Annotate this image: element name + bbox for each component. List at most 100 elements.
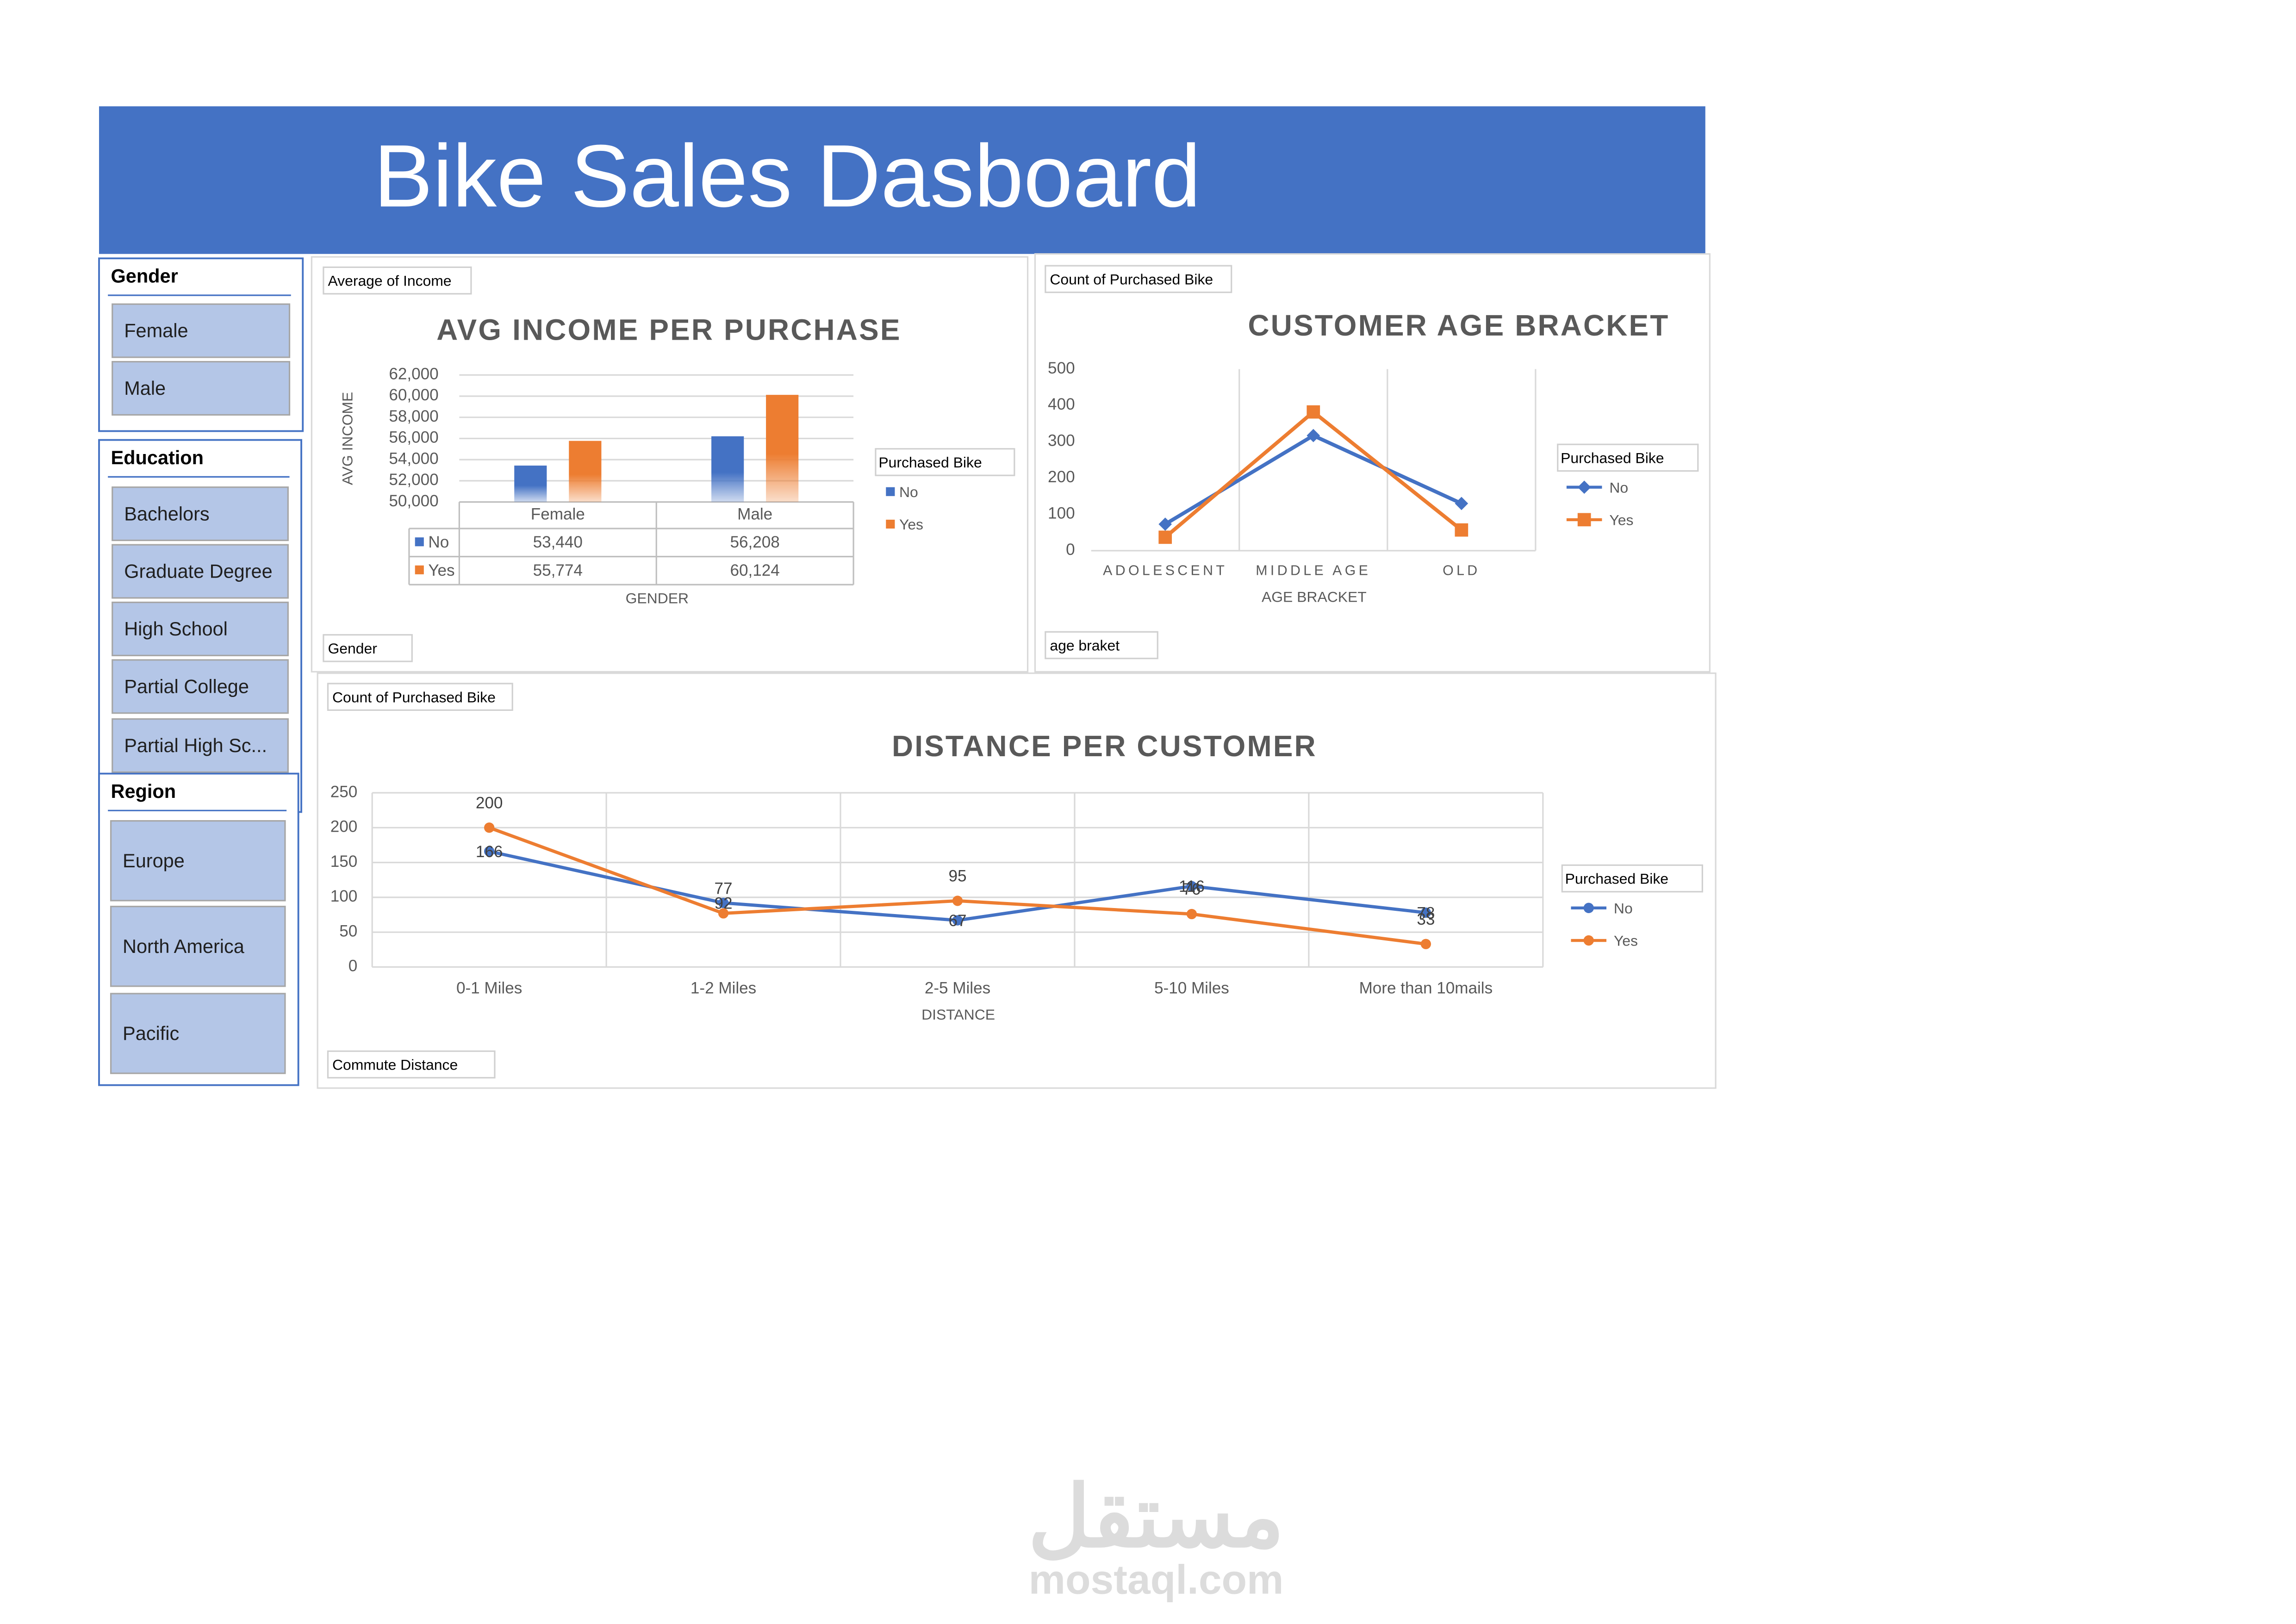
- data-point: [484, 822, 495, 833]
- x-tick-label: 0-1 Miles: [456, 979, 522, 997]
- x-axis-label: AGE BRACKET: [1262, 588, 1367, 605]
- slicer-item-label[interactable]: Male: [124, 377, 166, 399]
- axis-field-button: [327, 1050, 496, 1079]
- axis-field-button: [1045, 631, 1158, 660]
- slicer-item-label[interactable]: Partial High Sc...: [124, 734, 267, 756]
- field-button-label: Average of Income: [328, 273, 451, 289]
- data-label: 77: [715, 880, 733, 898]
- data-point: [1420, 907, 1431, 918]
- data-point: [1577, 513, 1591, 527]
- x-tick-label: Male: [737, 505, 772, 523]
- data-label: 95: [948, 867, 966, 885]
- legend-title: Purchased Bike: [1565, 871, 1668, 887]
- slicer-item-label[interactable]: Graduate Degree: [124, 560, 272, 582]
- slicer-item-label[interactable]: Female: [124, 320, 188, 342]
- x-tick-label: More than 10mails: [1359, 979, 1493, 997]
- legend-key: [886, 487, 895, 496]
- data-label: 166: [476, 843, 503, 861]
- legend-key: [886, 519, 895, 529]
- data-table-value: 53,440: [533, 533, 583, 551]
- bar: [514, 465, 547, 502]
- slicer-item[interactable]: [110, 993, 286, 1074]
- x-tick-label: 5-10 Miles: [1154, 979, 1229, 997]
- legend-label: Yes: [1609, 511, 1633, 528]
- bar: [766, 395, 799, 502]
- data-point: [484, 846, 495, 857]
- data-point: [1583, 902, 1594, 914]
- data-point: [1158, 517, 1172, 531]
- data-point: [1455, 497, 1468, 510]
- field-button-label: Count of Purchased Bike: [332, 689, 496, 705]
- slicer-item[interactable]: [112, 303, 291, 358]
- slicer-item-label[interactable]: Bachelors: [124, 503, 209, 524]
- data-point: [1420, 939, 1431, 949]
- slicer-item[interactable]: [112, 486, 289, 541]
- legend-title-box: [875, 448, 1015, 476]
- y-tick-label: 50,000: [389, 492, 438, 510]
- legend-label: No: [1614, 900, 1633, 916]
- y-tick-label: 400: [1048, 395, 1075, 413]
- legend-title: Purchased Bike: [1561, 450, 1664, 467]
- y-tick-label: 300: [1048, 432, 1075, 450]
- y-axis-label: AVG INCOME: [339, 392, 356, 485]
- table-series-name: No: [428, 533, 449, 551]
- table-series-name: Yes: [428, 561, 454, 579]
- slicer-item[interactable]: [112, 718, 289, 773]
- data-label: 116: [1179, 877, 1205, 896]
- chart: Average of Income Gender AVG INCOME PER PU…: [311, 256, 1029, 673]
- data-label: 67: [948, 912, 966, 930]
- y-tick-label: 500: [1048, 359, 1075, 377]
- slicer-item-label[interactable]: High School: [124, 618, 228, 640]
- data-table-value: 60,124: [730, 561, 780, 579]
- y-tick-label: 0: [1066, 541, 1075, 559]
- x-tick-label: MIDDLE AGE: [1256, 563, 1371, 579]
- slicer-item[interactable]: [110, 820, 286, 902]
- data-point: [1186, 908, 1197, 920]
- slicer-item[interactable]: [112, 659, 289, 714]
- slicer-item[interactable]: [110, 906, 286, 987]
- y-tick-label: 100: [1048, 504, 1075, 523]
- y-tick-label: 250: [330, 783, 358, 801]
- chart: Count of Purchased Bike Commute Distance D…: [317, 672, 1717, 1089]
- x-tick-label: OLD: [1443, 563, 1480, 579]
- legend-title-box: [1561, 864, 1703, 893]
- bar: [569, 441, 602, 502]
- y-tick-label: 200: [330, 818, 358, 836]
- data-point: [1455, 523, 1468, 537]
- legend-label: Yes: [1614, 933, 1638, 949]
- x-axis-label: GENDER: [626, 590, 689, 607]
- data-point: [952, 915, 963, 926]
- slicer-item[interactable]: [112, 544, 289, 599]
- y-tick-label: 62,000: [389, 365, 438, 383]
- chart: Count of Purchased Bike age braket CUSTOME…: [1034, 253, 1711, 673]
- legend-title: Purchased Bike: [878, 454, 982, 471]
- chart-title: AVG INCOME PER PURCHASE: [436, 313, 901, 347]
- x-axis-label: DISTANCE: [921, 1006, 995, 1023]
- legend-title-box: [1557, 443, 1699, 472]
- slicer-item[interactable]: [112, 361, 291, 416]
- axis-field-button-label: Commute Distance: [332, 1057, 458, 1073]
- slicer-item[interactable]: [112, 601, 289, 656]
- slicer-item-label[interactable]: North America: [123, 935, 245, 957]
- slicer-item-label[interactable]: Europe: [123, 850, 185, 871]
- data-table-value: 56,208: [730, 533, 780, 551]
- axis-field-button-label: Gender: [328, 640, 377, 657]
- data-point: [1158, 530, 1172, 544]
- y-tick-label: 54,000: [389, 449, 438, 467]
- header-band: [99, 106, 1705, 254]
- y-tick-label: 52,000: [389, 471, 438, 489]
- x-tick-label: Female: [531, 505, 585, 523]
- slicer-item-label[interactable]: Partial College: [124, 675, 249, 697]
- table-legend-key: [415, 537, 424, 547]
- slicer-title: Region: [111, 780, 176, 802]
- data-point: [718, 908, 729, 919]
- slicer-item-label[interactable]: Pacific: [123, 1022, 179, 1044]
- axis-field-button-label: age braket: [1050, 637, 1120, 654]
- dashboard-title: Bike Sales Dasboard: [373, 126, 1201, 225]
- y-tick-label: 50: [339, 922, 357, 940]
- bar: [711, 436, 744, 502]
- x-tick-label: ADOLESCENT: [1103, 563, 1227, 579]
- data-point: [952, 896, 963, 906]
